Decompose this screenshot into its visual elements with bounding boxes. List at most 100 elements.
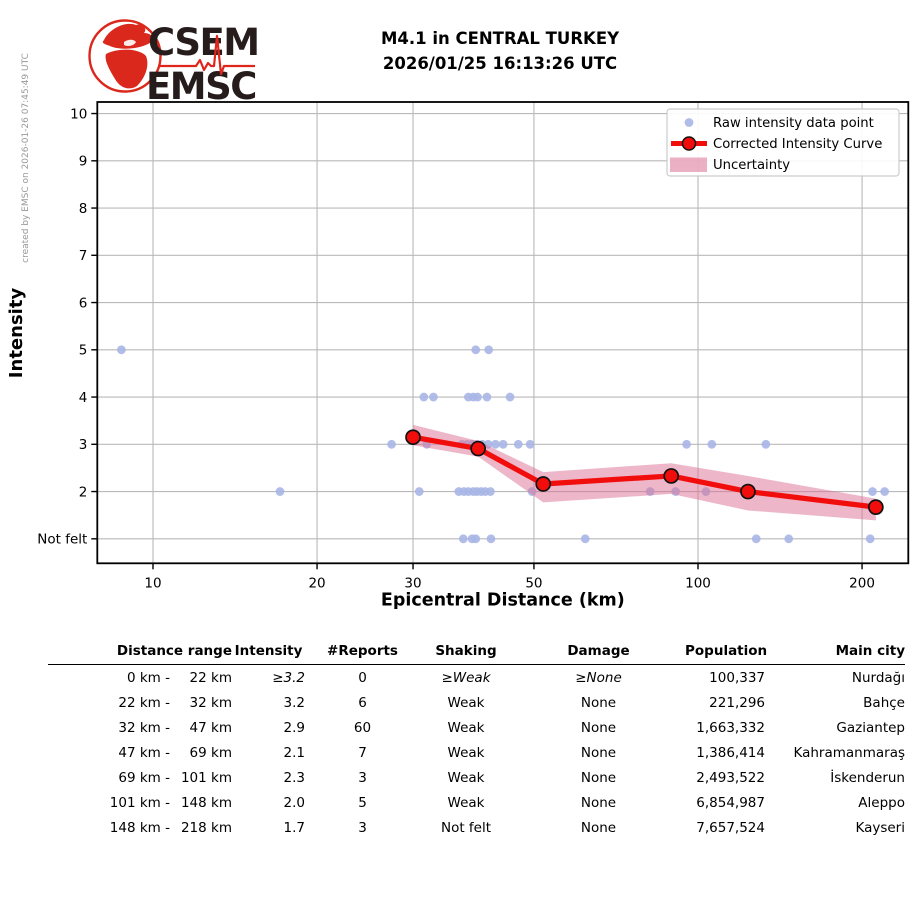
curve-marker: [470, 440, 486, 457]
raw-point: [707, 439, 717, 449]
raw-point: [419, 392, 429, 402]
curve-marker: [663, 468, 680, 484]
table-row: 148 km -218 km 1.7 3 Not felt None 7,657,524 K…: [48, 815, 905, 840]
curve-marker: [405, 429, 421, 446]
emsc-logo: CSEM EMSC: [86, 8, 266, 108]
cell-reports: 7: [358, 744, 367, 761]
raw-point: [429, 392, 438, 402]
cell-damage: None: [580, 694, 617, 711]
emsc-globe-logo: CSEM EMSC: [88, 19, 260, 108]
table-header-shaking: Shaking: [420, 638, 512, 665]
raw-point: [525, 439, 535, 449]
cell-damage: None: [580, 719, 617, 736]
curve-marker: [868, 499, 884, 515]
raw-point: [275, 487, 285, 496]
intensity-table-wrap: Distance range Intensity #Reports Shaking Da…: [48, 638, 905, 840]
raw-point: [880, 487, 890, 496]
cell-shaking: Weak: [447, 744, 485, 761]
cell-distance-range: 69 km -101 km: [118, 769, 232, 786]
cell-shaking: Weak: [447, 694, 485, 711]
x-tick-label: 30: [404, 575, 421, 591]
raw-point: [751, 534, 761, 544]
raw-point: [868, 487, 877, 496]
report-title: M4.1 in CENTRAL TURKEY 2026/01/25 16:13:…: [95, 26, 905, 76]
cell-population: 221,296: [709, 694, 765, 711]
cell-main-city: Kayseri: [855, 819, 905, 836]
logo-text-csem: CSEM: [148, 21, 259, 64]
raw-point: [458, 534, 468, 544]
table-header-main-city: Main city: [765, 638, 905, 665]
curve-marker: [740, 483, 756, 500]
legend: Raw intensity data point Corrected Intens…: [666, 108, 900, 177]
raw-point: [473, 392, 482, 402]
cell-intensity: 1.7: [283, 819, 305, 836]
curve-marker: [535, 476, 552, 492]
cell-intensity: 2.9: [283, 719, 305, 736]
raw-point: [498, 439, 508, 449]
raw-point: [471, 345, 481, 355]
intensity-table: Distance range Intensity #Reports Shaking Da…: [48, 638, 905, 840]
plot-border: [96, 101, 910, 565]
cell-damage: None: [580, 744, 617, 761]
cell-main-city: Gaziantep: [836, 719, 905, 736]
table-row: 22 km -32 km 3.2 6 Weak None 221,296 Bahçe: [48, 690, 905, 715]
cell-damage: None: [580, 794, 617, 811]
x-tick-label: 20: [308, 575, 325, 591]
cell-population: 6,854,987: [696, 794, 765, 811]
cell-damage: None: [580, 819, 617, 836]
cell-reports: 3: [358, 819, 367, 836]
raw-point: [387, 439, 396, 449]
y-tick-label: 7: [79, 248, 88, 264]
raw-point: [784, 534, 794, 544]
cell-distance-range: 32 km -47 km: [118, 719, 232, 736]
intensity-distance-chart: Not felt 2 3 4 5 6 7 8 9 10 10 20 30 50 100 200 Intensit…: [6, 53, 910, 610]
legend-label: Uncertainty: [713, 158, 790, 173]
cell-main-city: Nurdağı: [851, 669, 905, 686]
x-tick-label: 10: [144, 575, 161, 591]
table-row: 101 km -148 km 2.0 5 Weak None 6,854,987 Alepp…: [48, 790, 905, 815]
cell-distance-range: 0 km -22 km: [126, 669, 232, 686]
uncertainty-band: [413, 424, 876, 521]
raw-point: [761, 439, 771, 449]
cell-main-city: Bahçe: [863, 694, 905, 711]
x-tick-label: 200: [849, 575, 875, 591]
raw-point: [486, 534, 496, 544]
raw-point: [414, 487, 424, 496]
table-header-intensity: Intensity: [232, 638, 305, 665]
legend-label: Corrected Intensity Curve: [713, 137, 882, 152]
cell-population: 100,337: [709, 669, 765, 686]
y-tick-label: 4: [79, 390, 88, 406]
cell-intensity: 2.1: [283, 744, 305, 761]
cell-main-city: Kahramanmaraş: [793, 744, 905, 761]
cell-shaking: Weak: [447, 719, 485, 736]
table-row: 32 km -47 km 2.9 60 Weak None 1,663,332 Gazian…: [48, 715, 905, 740]
logo-text-emsc: EMSC: [146, 65, 256, 108]
cell-population: 1,386,414: [696, 744, 765, 761]
y-tick-label: 8: [79, 201, 88, 217]
raw-point: [682, 439, 692, 449]
cell-distance-range: 148 km -218 km: [109, 819, 232, 836]
table-row: 69 km -101 km 2.3 3 Weak None 2,493,522 İskend…: [48, 765, 905, 790]
raw-point: [513, 439, 523, 449]
cell-shaking: ≥Weak: [441, 669, 491, 686]
globe-europe-shape: [102, 23, 153, 49]
x-tick-label: 100: [685, 575, 711, 591]
table-row: 0 km -22 km ≥3.2 0 ≥Weak ≥None 100,337 Nurdağı: [48, 665, 905, 691]
cell-damage: None: [580, 769, 617, 786]
raw-point: [484, 345, 494, 355]
y-tick-label: Not felt: [37, 532, 87, 548]
legend-label: Raw intensity data point: [713, 116, 874, 131]
legend-dot-icon: [684, 118, 694, 127]
cell-shaking: Not felt: [440, 819, 492, 836]
y-tick-label: 6: [79, 295, 88, 311]
cell-population: 2,493,522: [696, 769, 765, 786]
cell-shaking: Weak: [447, 794, 485, 811]
table-header-distance-range: Distance range: [48, 638, 232, 665]
raw-point: [580, 534, 590, 544]
legend-patch-icon: [670, 157, 707, 172]
table-header--reports: #Reports: [305, 638, 420, 665]
x-tick-label: 50: [525, 575, 542, 591]
cell-reports: 6: [358, 694, 367, 711]
globe-detail-shape: [124, 39, 136, 46]
